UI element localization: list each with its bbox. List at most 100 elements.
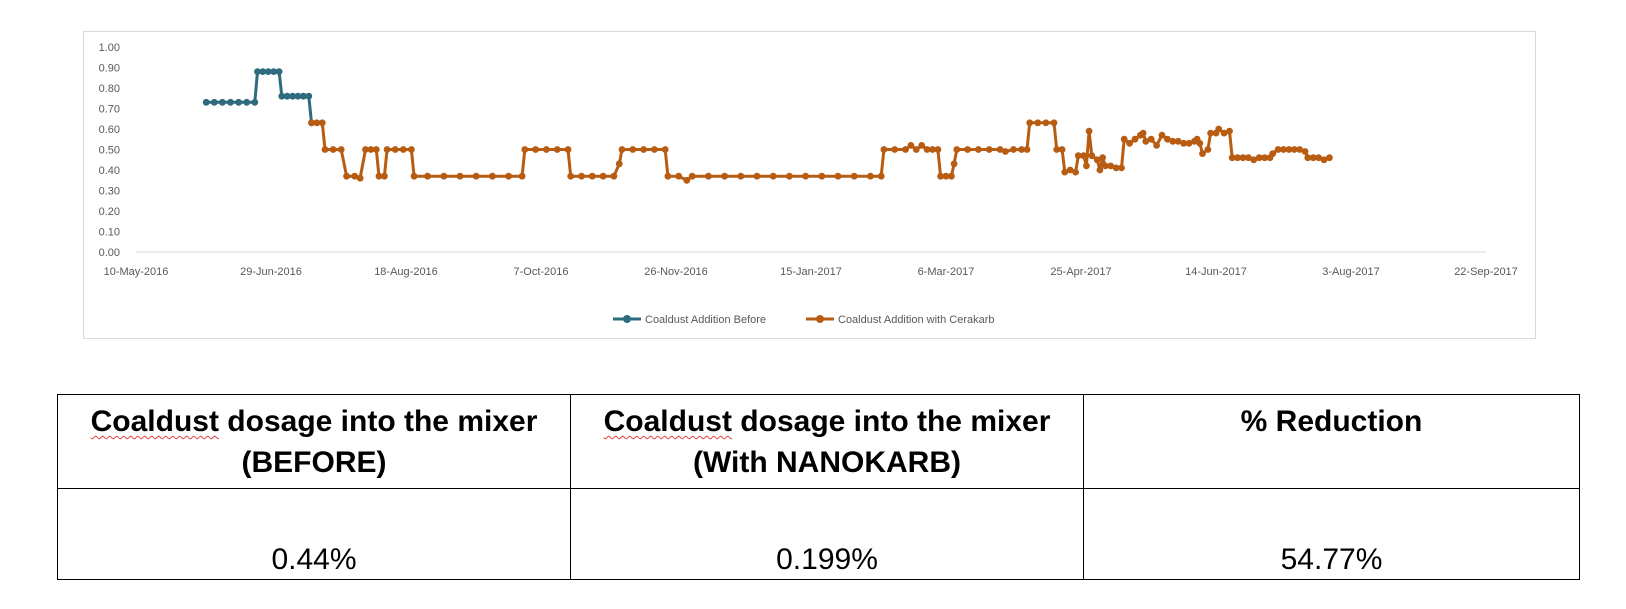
y-tick-label: 0.00 bbox=[99, 247, 120, 259]
data-point bbox=[1126, 139, 1133, 147]
data-point bbox=[891, 146, 899, 153]
summary-table: Coaldust dosage into the mixer (BEFORE) … bbox=[57, 394, 1580, 580]
data-point bbox=[294, 92, 302, 100]
y-tick-label: 0.70 bbox=[99, 104, 120, 116]
x-tick-label: 22-Sep-2017 bbox=[1454, 266, 1518, 278]
data-point bbox=[929, 146, 936, 153]
data-point bbox=[532, 146, 539, 153]
value-reduction: 54.77% bbox=[1083, 488, 1580, 580]
data-point bbox=[505, 172, 512, 180]
data-point bbox=[391, 146, 399, 153]
y-tick-label: 0.90 bbox=[99, 63, 120, 75]
data-point bbox=[210, 98, 218, 106]
x-tick-label: 10-May-2016 bbox=[104, 266, 169, 278]
data-point bbox=[1245, 154, 1252, 162]
data-point bbox=[975, 146, 982, 153]
data-point bbox=[1131, 135, 1139, 143]
header-reduction-label: % Reduction bbox=[1240, 405, 1423, 438]
data-point bbox=[942, 172, 950, 180]
header-before-rest: dosage into the mixer bbox=[218, 405, 538, 438]
data-point bbox=[372, 146, 380, 153]
chart-area: 0.00 0.10 0.20 0.30 0.40 0.50 0.60 0.70 0.80 0.90… bbox=[83, 31, 1536, 339]
data-point bbox=[521, 146, 529, 153]
data-point bbox=[1180, 139, 1187, 147]
data-point bbox=[1315, 154, 1322, 162]
data-point bbox=[1010, 146, 1017, 153]
legend-swatch-marker bbox=[623, 315, 631, 323]
data-point bbox=[375, 172, 383, 180]
data-point bbox=[1296, 146, 1304, 153]
data-point bbox=[651, 146, 658, 153]
data-point bbox=[1204, 146, 1212, 153]
data-point bbox=[367, 146, 375, 153]
data-point bbox=[243, 98, 251, 106]
data-point bbox=[1250, 156, 1258, 164]
data-point bbox=[661, 146, 669, 153]
data-point bbox=[964, 146, 971, 153]
data-point bbox=[615, 160, 623, 168]
data-point bbox=[270, 68, 278, 75]
data-point bbox=[1026, 119, 1034, 127]
header-before: Coaldust dosage into the mixer (BEFORE) bbox=[57, 394, 571, 489]
data-point bbox=[1309, 154, 1317, 162]
data-point bbox=[1320, 156, 1328, 164]
data-point bbox=[1239, 154, 1247, 162]
data-point bbox=[1058, 146, 1066, 153]
data-point bbox=[264, 68, 272, 75]
legend-swatch-marker bbox=[816, 315, 824, 323]
header-with-rest: dosage into the mixer bbox=[731, 405, 1051, 438]
y-tick-label: 0.60 bbox=[99, 124, 120, 136]
data-point bbox=[318, 119, 326, 127]
data-point bbox=[1066, 166, 1074, 174]
data-point bbox=[629, 146, 637, 153]
data-point bbox=[1023, 146, 1031, 153]
data-point bbox=[834, 172, 842, 180]
data-point bbox=[937, 172, 944, 180]
data-point bbox=[1234, 154, 1241, 162]
data-point bbox=[305, 92, 313, 100]
data-point bbox=[518, 172, 526, 180]
data-point bbox=[880, 146, 888, 153]
data-point bbox=[424, 172, 431, 180]
header-with-line2: (With NANOKARB) bbox=[692, 446, 961, 479]
data-point bbox=[1061, 168, 1069, 176]
data-point bbox=[1101, 162, 1109, 170]
data-point bbox=[912, 146, 920, 153]
data-point bbox=[313, 119, 321, 127]
data-point bbox=[283, 92, 291, 100]
data-point bbox=[1139, 129, 1147, 137]
data-point bbox=[599, 172, 607, 180]
x-tick-label: 18-Aug-2016 bbox=[374, 266, 438, 278]
value-before: 0.44% bbox=[57, 488, 571, 580]
header-before-line2: (BEFORE) bbox=[241, 446, 387, 479]
data-point bbox=[1080, 152, 1088, 160]
data-point bbox=[1034, 119, 1042, 127]
legend-label: Coaldust Addition Before bbox=[645, 314, 766, 326]
data-point bbox=[259, 68, 267, 75]
data-point bbox=[1326, 154, 1333, 162]
value-with-nanokarb: 0.199% bbox=[570, 488, 1084, 580]
data-point bbox=[1228, 154, 1236, 162]
data-point bbox=[1018, 146, 1025, 153]
y-tick-label: 0.40 bbox=[99, 165, 120, 177]
data-point bbox=[588, 172, 596, 180]
data-point bbox=[278, 92, 286, 100]
data-point bbox=[640, 146, 647, 153]
data-point bbox=[1053, 146, 1061, 153]
data-point bbox=[1093, 156, 1101, 164]
data-point bbox=[877, 172, 885, 180]
y-tick-label: 0.80 bbox=[99, 83, 120, 95]
data-point bbox=[1269, 150, 1277, 157]
data-point bbox=[1304, 154, 1312, 162]
data-point bbox=[769, 172, 777, 180]
data-point bbox=[1147, 135, 1155, 143]
data-point bbox=[1290, 146, 1298, 153]
data-point bbox=[383, 146, 391, 153]
data-point bbox=[1255, 154, 1263, 162]
data-point bbox=[564, 146, 572, 153]
data-point bbox=[408, 146, 415, 153]
x-tick-label: 7-Oct-2016 bbox=[513, 266, 568, 278]
data-point bbox=[934, 146, 942, 153]
data-point bbox=[1002, 148, 1009, 155]
data-point bbox=[950, 160, 958, 168]
